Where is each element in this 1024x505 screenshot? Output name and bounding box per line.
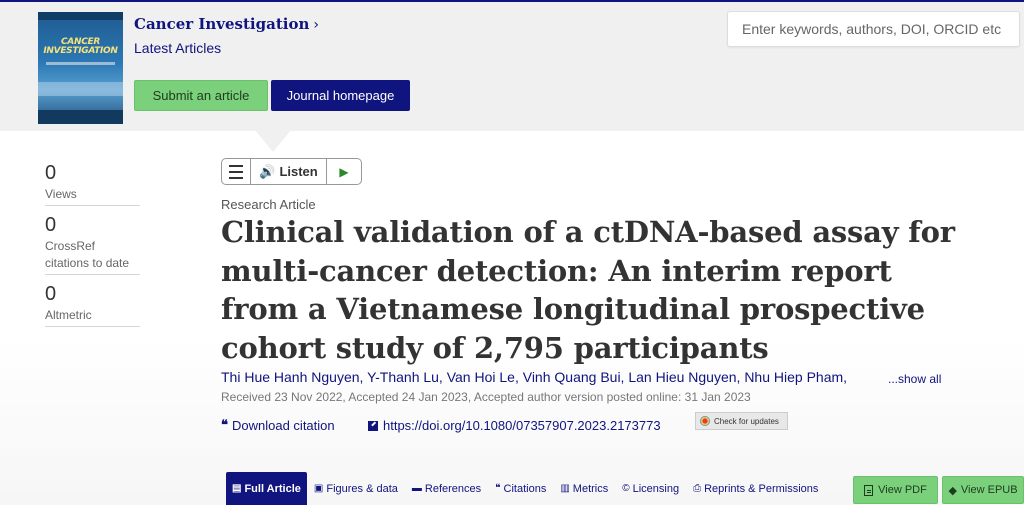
listen-player: 🔊 Listen ▶ [221, 158, 362, 185]
tab-licensing[interactable]: © Licensing [622, 482, 680, 495]
book-icon: ▬ [411, 483, 422, 494]
views-metric: 0 Views [45, 160, 140, 206]
author-link[interactable]: Vinh Quang Bui, [522, 369, 625, 385]
article-tabs: ▤ Full Article ▣ Figures & data ▬ Reference… [226, 472, 825, 505]
tab-citations[interactable]: ❝ Citations [495, 482, 547, 495]
speaker-icon: 🔊 [259, 163, 276, 179]
publication-dates: Received 23 Nov 2022, Accepted 24 Jan 20… [221, 390, 751, 404]
crossref-count: 0 [45, 214, 57, 236]
latest-articles-link[interactable]: Latest Articles [134, 40, 222, 56]
doi-link[interactable]: https://doi.org/10.1080/07357907.2023.21… [368, 418, 661, 433]
chevron-right-icon: › [313, 17, 319, 33]
altmetric-label: Altmetric [45, 308, 92, 322]
journal-header: CANCER INVESTIGATION Cancer Investigatio… [0, 2, 1024, 131]
crossref-label: CrossRef citations to date [45, 239, 130, 270]
image-icon: ▣ [313, 483, 324, 494]
top-accent-line [0, 0, 1024, 2]
quote-icon: ❝ [221, 418, 228, 433]
article-area [0, 131, 1024, 505]
bar-chart-icon: ▥ [560, 483, 570, 494]
crossref-metric: 0 CrossRef citations to date [45, 212, 140, 275]
article-metrics: 0 Views 0 CrossRef citations to date 0 A… [45, 160, 140, 333]
journal-homepage-button[interactable]: Journal homepage [271, 80, 410, 111]
article-type: Research Article [221, 197, 316, 212]
journal-cover-image[interactable]: CANCER INVESTIGATION [38, 12, 123, 124]
download-citation-link[interactable]: ❝ Download citation [221, 418, 335, 433]
author-link[interactable]: Nhu Hiep Pham, [744, 369, 848, 385]
check-for-updates-button[interactable]: Check for updates [695, 412, 788, 430]
views-label: Views [45, 187, 77, 201]
show-all-authors-link[interactable]: ...show all [888, 372, 942, 386]
crossmark-icon [700, 416, 710, 426]
header-notch [255, 130, 291, 152]
article-title: Clinical validation of a ctDNA-based ass… [221, 215, 955, 365]
tab-reprints-permissions[interactable]: ⎙ Reprints & Permissions [693, 482, 819, 495]
search-input[interactable] [727, 11, 1020, 47]
pdf-icon [864, 484, 874, 496]
author-list: Thi Hue Hanh Nguyen, Y-Thanh Lu, Van Hoi… [221, 369, 847, 385]
tab-references[interactable]: ▬ References [411, 482, 482, 495]
external-link-icon [368, 420, 378, 431]
epub-icon: ◆ [948, 484, 957, 497]
copyright-icon: © [622, 483, 630, 494]
cover-title: CANCER INVESTIGATION [43, 37, 118, 56]
views-count: 0 [45, 162, 57, 184]
document-icon: ▤ [232, 483, 242, 494]
listen-label: Listen [279, 164, 318, 179]
quote-icon: ❝ [495, 483, 501, 494]
author-link[interactable]: Thi Hue Hanh Nguyen, [221, 369, 364, 385]
altmetric-count: 0 [45, 283, 57, 305]
submit-article-button[interactable]: Submit an article [134, 80, 268, 111]
author-link[interactable]: Y-Thanh Lu, [367, 369, 443, 385]
tab-figures-data[interactable]: ▣ Figures & data [313, 482, 398, 495]
tab-metrics[interactable]: ▥ Metrics [560, 482, 609, 495]
view-pdf-button[interactable]: View PDF [853, 476, 938, 504]
play-button[interactable]: ▶ [327, 159, 361, 184]
player-menu-button[interactable] [222, 159, 251, 184]
author-link[interactable]: Van Hoi Le, [446, 369, 519, 385]
author-link[interactable]: Lan Hieu Nguyen, [628, 369, 741, 385]
view-epub-button[interactable]: ◆ View EPUB [942, 476, 1024, 504]
listen-button[interactable]: 🔊 Listen [251, 159, 327, 184]
hamburger-icon [229, 163, 243, 181]
play-icon: ▶ [339, 164, 349, 179]
journal-title-link[interactable]: Cancer Investigation › [134, 15, 319, 33]
tab-full-article[interactable]: ▤ Full Article [226, 472, 307, 505]
printer-icon: ⎙ [693, 483, 702, 494]
altmetric-metric: 0 Altmetric [45, 281, 140, 327]
